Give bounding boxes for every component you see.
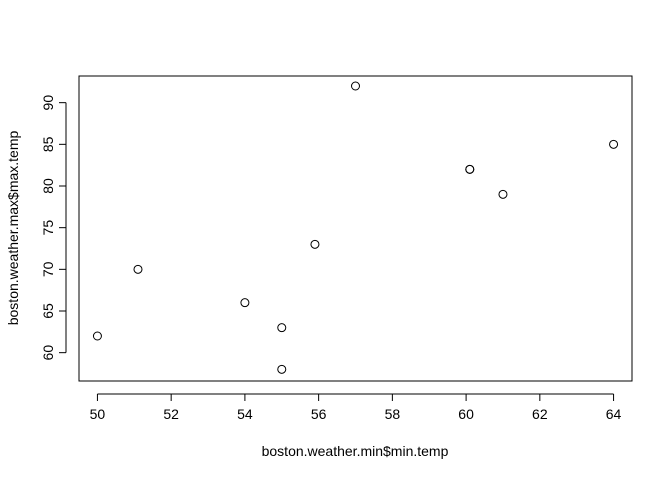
y-axis-label: boston.weather.max$max.temp bbox=[5, 131, 21, 326]
data-point bbox=[465, 164, 475, 174]
data-point bbox=[498, 189, 508, 199]
y-tick-label: 85 bbox=[40, 136, 56, 152]
y-tick-label: 90 bbox=[40, 95, 56, 111]
y-tick-label: 70 bbox=[40, 261, 56, 277]
x-tick-label: 52 bbox=[163, 406, 179, 422]
plot-box bbox=[78, 75, 633, 382]
data-point bbox=[609, 139, 619, 149]
data-point bbox=[277, 323, 287, 333]
x-tick-label: 50 bbox=[90, 406, 106, 422]
y-tick-label: 75 bbox=[40, 220, 56, 236]
x-axis: 50 52 54 56 58 60 62 64 bbox=[90, 393, 622, 422]
x-tick-label: 64 bbox=[606, 406, 622, 422]
y-axis: 60 65 70 75 80 85 90 bbox=[40, 95, 67, 361]
data-point bbox=[277, 364, 287, 374]
x-tick-label: 56 bbox=[311, 406, 327, 422]
data-point bbox=[92, 331, 102, 341]
y-tick-label: 80 bbox=[40, 178, 56, 194]
x-axis-label: boston.weather.min$min.temp bbox=[262, 443, 449, 459]
data-point bbox=[351, 81, 360, 91]
data-points bbox=[92, 81, 619, 374]
x-tick-label: 60 bbox=[458, 406, 474, 422]
y-tick-label: 65 bbox=[40, 303, 56, 319]
data-point bbox=[133, 264, 143, 274]
y-tick-label: 60 bbox=[40, 345, 56, 361]
data-point bbox=[310, 239, 320, 249]
data-point bbox=[240, 298, 250, 308]
x-tick-label: 54 bbox=[237, 406, 253, 422]
x-tick-label: 62 bbox=[532, 406, 548, 422]
x-tick-label: 58 bbox=[385, 406, 401, 422]
